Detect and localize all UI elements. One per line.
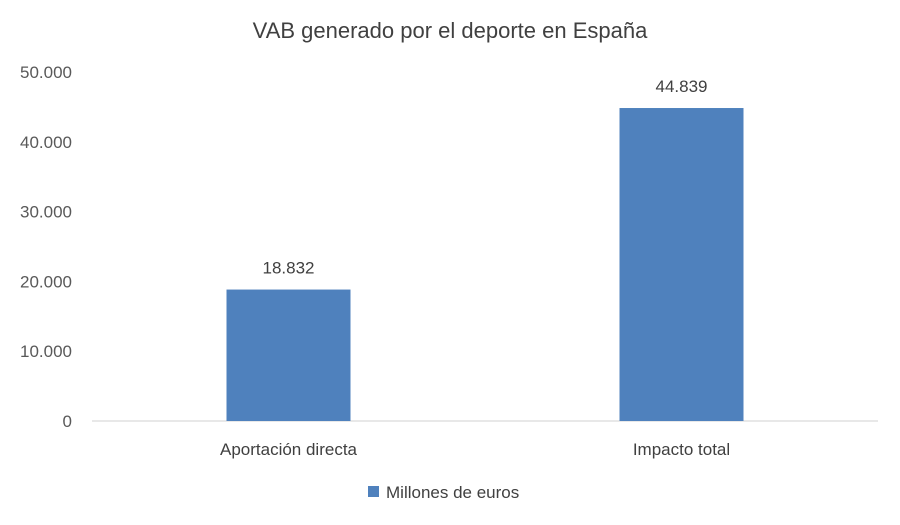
y-tick-label: 0	[63, 412, 72, 431]
data-label: 18.832	[263, 259, 315, 278]
legend: Millones de euros	[368, 483, 519, 502]
data-labels: 18.832 44.839	[263, 77, 708, 278]
y-tick-label: 10.000	[20, 342, 72, 361]
x-tick-label: Impacto total	[633, 440, 730, 459]
bar	[619, 108, 744, 422]
y-tick-label: 40.000	[20, 133, 72, 152]
x-axis-labels: Aportación directa Impacto total	[220, 440, 730, 459]
legend-label: Millones de euros	[386, 483, 519, 502]
legend-swatch	[368, 486, 379, 497]
data-label: 44.839	[656, 77, 708, 96]
y-tick-label: 20.000	[20, 272, 72, 291]
bar	[226, 289, 351, 421]
chart-title: VAB generado por el deporte en España	[253, 18, 648, 43]
y-tick-label: 30.000	[20, 203, 72, 222]
bars	[226, 108, 744, 422]
x-tick-label: Aportación directa	[220, 440, 358, 459]
y-tick-label: 50.000	[20, 63, 72, 82]
y-axis: 0 10.000 20.000 30.000 40.000 50.000	[20, 63, 72, 431]
